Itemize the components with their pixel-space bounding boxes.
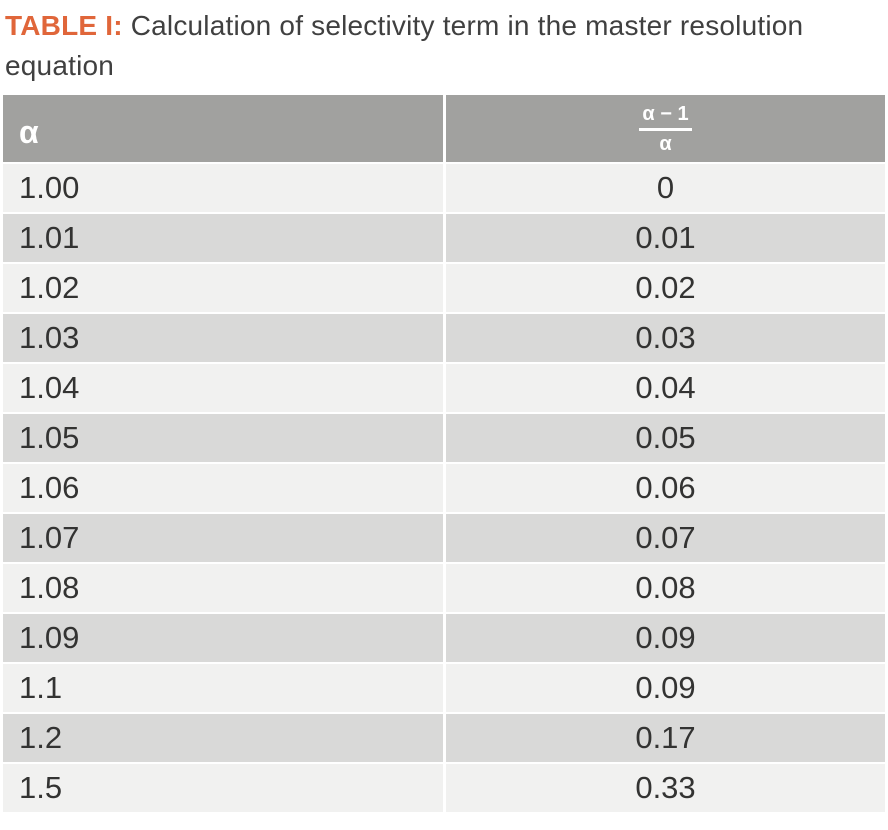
selectivity-cell: 0.09 — [446, 664, 885, 712]
selectivity-cell: 0.04 — [446, 364, 885, 412]
alpha-cell: 1.08 — [3, 564, 443, 612]
alpha-cell: 1.01 — [3, 214, 443, 262]
selectivity-value: 0.01 — [635, 220, 696, 255]
selectivity-cell: 0.05 — [446, 414, 885, 462]
table-header-row: α α − 1 α — [3, 95, 885, 162]
alpha-value: 1.05 — [19, 420, 80, 455]
selectivity-cell: 0 — [446, 164, 885, 212]
alpha-value: 1.04 — [19, 370, 80, 405]
alpha-cell: 1.02 — [3, 264, 443, 312]
alpha-value: 1.02 — [19, 270, 80, 305]
table-row: 1.09 0.09 — [3, 614, 885, 662]
selectivity-cell: 0.08 — [446, 564, 885, 612]
table-row: 1.02 0.02 — [3, 264, 885, 312]
selectivity-value: 0.04 — [635, 370, 696, 405]
alpha-cell: 1.00 — [3, 164, 443, 212]
table-row: 1.03 0.03 — [3, 314, 885, 362]
table-row: 1.01 0.01 — [3, 214, 885, 262]
selectivity-value: 0.03 — [635, 320, 696, 355]
alpha-value: 1.06 — [19, 470, 80, 505]
selectivity-cell: 0.03 — [446, 314, 885, 362]
table-row: 1.06 0.06 — [3, 464, 885, 512]
alpha-cell: 1.07 — [3, 514, 443, 562]
alpha-cell: 1.05 — [3, 414, 443, 462]
table-caption-text: Calculation of selectivity term in the m… — [5, 10, 804, 81]
table-row: 1.1 0.09 — [3, 664, 885, 712]
selectivity-value: 0.02 — [635, 270, 696, 305]
selectivity-cell: 0.17 — [446, 714, 885, 762]
alpha-cell: 1.2 — [3, 714, 443, 762]
selectivity-cell: 0.09 — [446, 614, 885, 662]
alpha-cell: 1.09 — [3, 614, 443, 662]
selectivity-value: 0.05 — [635, 420, 696, 455]
table-row: 1.07 0.07 — [3, 514, 885, 562]
table-body: 1.00 0 1.01 0.01 1.02 0.02 1.03 0.03 1.0… — [3, 164, 885, 812]
table-caption: TABLE I: Calculation of selectivity term… — [3, 6, 885, 86]
alpha-value: 1.03 — [19, 320, 80, 355]
table-caption-label: TABLE I: — [5, 10, 123, 41]
selectivity-cell: 0.33 — [446, 764, 885, 812]
alpha-value: 1.09 — [19, 620, 80, 655]
alpha-value: 1.2 — [19, 720, 63, 755]
alpha-cell: 1.03 — [3, 314, 443, 362]
alpha-value: 1.5 — [19, 770, 63, 805]
alpha-column-header: α — [3, 95, 443, 162]
selectivity-value: 0 — [656, 170, 675, 205]
selectivity-cell: 0.06 — [446, 464, 885, 512]
alpha-value: 1.08 — [19, 570, 80, 605]
table-row: 1.08 0.08 — [3, 564, 885, 612]
alpha-cell: 1.1 — [3, 664, 443, 712]
selectivity-value: 0.09 — [635, 670, 696, 705]
alpha-cell: 1.04 — [3, 364, 443, 412]
alpha-cell: 1.5 — [3, 764, 443, 812]
table-row: 1.04 0.04 — [3, 364, 885, 412]
selectivity-cell: 0.01 — [446, 214, 885, 262]
table-row: 1.00 0 — [3, 164, 885, 212]
selectivity-value: 0.07 — [635, 520, 696, 555]
table-row: 1.05 0.05 — [3, 414, 885, 462]
alpha-value: 1.00 — [19, 170, 80, 205]
selectivity-column-header: α − 1 α — [446, 95, 885, 162]
fraction-denominator: α — [659, 132, 672, 155]
selectivity-value: 0.33 — [635, 770, 696, 805]
alpha-value: 1.07 — [19, 520, 80, 555]
selectivity-cell: 0.02 — [446, 264, 885, 312]
selectivity-value: 0.17 — [635, 720, 696, 755]
selectivity-value: 0.09 — [635, 620, 696, 655]
table-row: 1.2 0.17 — [3, 714, 885, 762]
alpha-column-header-label: α — [19, 114, 39, 150]
fraction-numerator: α − 1 — [639, 102, 692, 131]
selectivity-value: 0.08 — [635, 570, 696, 605]
selectivity-cell: 0.07 — [446, 514, 885, 562]
selectivity-table: α α − 1 α 1.00 0 1.01 0.01 1.02 — [3, 95, 885, 812]
table-row: 1.5 0.33 — [3, 764, 885, 812]
selectivity-fraction: α − 1 α — [639, 102, 692, 156]
alpha-cell: 1.06 — [3, 464, 443, 512]
selectivity-value: 0.06 — [635, 470, 696, 505]
alpha-value: 1.01 — [19, 220, 80, 255]
alpha-value: 1.1 — [19, 670, 63, 705]
